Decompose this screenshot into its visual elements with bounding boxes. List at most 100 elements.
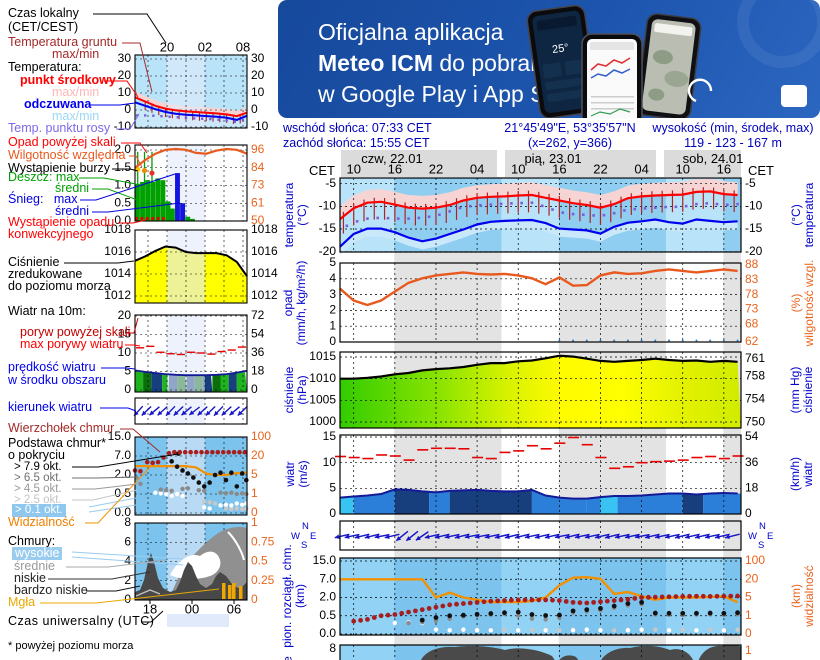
hour-label: 04 <box>634 161 648 176</box>
legend-snieg-max: Śnieg: max <box>8 192 78 206</box>
tick-label: 0.5 <box>319 608 336 622</box>
tick-label: -10 <box>114 119 132 133</box>
tick-label: 20 <box>251 68 265 82</box>
hour-label: 16 <box>717 161 731 176</box>
legend-predkosc1: prędkość wiatru <box>8 360 96 374</box>
tick-label: 61 <box>251 195 265 209</box>
tick-label: 1.5 <box>114 160 131 174</box>
axis-label-widzialnosc: (km) widzialność <box>789 565 816 627</box>
legend-wyst-opadu: Wystąpienie opadu <box>8 215 115 229</box>
legend-punkt-srodkowy: punkt środkowy <box>20 73 116 87</box>
tick-label: 754 <box>745 391 765 405</box>
tick-label: 1 <box>745 643 752 657</box>
tick-label: 0 <box>329 334 336 348</box>
sunset-text: zachód słońca: 15:55 CET <box>283 136 430 150</box>
tick-label: 5 <box>124 364 131 378</box>
tick-label: 1000 <box>309 414 336 428</box>
legend-connector <box>48 571 151 580</box>
tick-label: 15.0 <box>313 553 337 567</box>
utc-hour-label: 00 <box>185 601 199 616</box>
tick-label: 0 <box>251 505 258 519</box>
axis-label-opad: opad (mm/h, kg/m²/h) <box>281 260 308 346</box>
axis-label-wiatr-left: wiatr (m/s) <box>283 460 310 488</box>
legend-temp-gruntu: Temperatura gruntu <box>8 35 118 49</box>
tick-label: -10 <box>251 119 269 133</box>
sunrise-text: wschód słońca: 07:33 CET <box>283 121 432 135</box>
tick-label: 30 <box>251 51 265 65</box>
legend-connector <box>142 610 164 623</box>
tick-label: -20 <box>745 244 763 258</box>
tick-label: 68 <box>745 316 759 330</box>
local-hour-label: 20 <box>160 39 174 54</box>
axis-label-cisnienie-right: (mm Hg) ciśnienie <box>788 366 815 414</box>
tick-label: 1018 <box>104 222 131 236</box>
tick-label: 20 <box>118 308 132 322</box>
tick-label: 0 <box>124 102 131 116</box>
legend-poryw: poryw powyżej skali <box>20 325 131 339</box>
legend-cet-cest: (CET/CEST) <box>8 20 79 34</box>
tick-label: 1 <box>251 486 258 500</box>
tick-label: 761 <box>745 351 765 365</box>
tick-label: 1016 <box>251 244 278 258</box>
compass-rose-left: N W E S <box>291 521 317 551</box>
tick-label: 1012 <box>251 288 278 302</box>
legend-connector <box>93 13 167 44</box>
legend-connector <box>86 585 141 592</box>
tick-label: 84 <box>251 160 265 174</box>
tick-label: 0 <box>745 626 752 640</box>
compass-w: W <box>291 531 300 542</box>
tick-label: 18 <box>745 481 759 495</box>
tick-label: 5 <box>251 467 258 481</box>
tick-label: 10 <box>251 85 265 99</box>
phone-mockup-front <box>581 33 643 118</box>
axis-label-wilgotnosc: (%) wilgotność wzgl. <box>789 259 816 347</box>
legend-podstawa2: o pokryciu <box>8 448 65 462</box>
tick-label: 96 <box>251 142 265 156</box>
tick-label: 100 <box>745 553 765 567</box>
tick-label: 0 <box>251 382 258 396</box>
legend-predkosc2: w środku obszaru <box>8 373 106 387</box>
tick-label: 5 <box>745 590 752 604</box>
legend-connector <box>66 559 167 568</box>
compass-s: S <box>301 540 308 551</box>
banner-line1: Oficjalna aplikacja <box>318 19 504 45</box>
tick-label: -15 <box>319 221 337 235</box>
svg-text:25°: 25° <box>551 42 569 56</box>
axis-label-temperatura-left: temperatura (°C) <box>282 182 309 248</box>
grid-point-text: (x=262, y=366) <box>527 136 613 150</box>
banner-brand: Meteo ICM <box>318 50 433 76</box>
legend-connector <box>100 407 137 412</box>
legend-connector <box>92 188 141 202</box>
tick-label: 0 <box>124 382 131 396</box>
tick-label: 0 <box>745 506 752 520</box>
axis-label-cisnienie-left: ciśnienie (hPa) <box>282 366 309 414</box>
tick-label: 88 <box>745 257 759 271</box>
legend-czas-lokalny: Czas lokalny <box>8 6 79 20</box>
icmmeteo-logo <box>687 78 807 107</box>
legend-connector <box>121 142 148 154</box>
legend-connector <box>71 556 184 566</box>
legend-connector <box>72 453 179 468</box>
legend-wierzcholek: Wierzchołek chmur <box>8 421 115 435</box>
legend-connector <box>92 202 181 213</box>
utc-hour-label: 18 <box>143 601 157 616</box>
legend-okt25: > 2.5 okt. <box>14 494 62 506</box>
tick-label: 36 <box>745 455 759 469</box>
tick-label: 2 <box>329 303 336 317</box>
legend-maxmin-gruntu: max/min <box>52 47 100 61</box>
legend-punktu-rosy: Temp. punktu rosy <box>8 121 111 135</box>
legend-connector <box>125 344 141 347</box>
tick-label: 2 <box>124 573 131 587</box>
legend-widzialnosc: Widzialność <box>8 515 75 529</box>
tick-label: 8 <box>329 641 336 655</box>
app-banner[interactable]: Oficjalna aplikacja Meteo ICM do pobrani… <box>278 0 820 118</box>
compass-e: E <box>310 531 317 542</box>
tick-label: 750 <box>745 415 765 429</box>
tick-label: 10 <box>118 85 132 99</box>
tick-label: 0 <box>329 506 336 520</box>
legend-cisnienie2: zredukowane <box>8 267 83 281</box>
tick-label: 20 <box>745 571 759 585</box>
legend-connector <box>72 483 138 490</box>
tick-label: -10 <box>319 199 337 213</box>
